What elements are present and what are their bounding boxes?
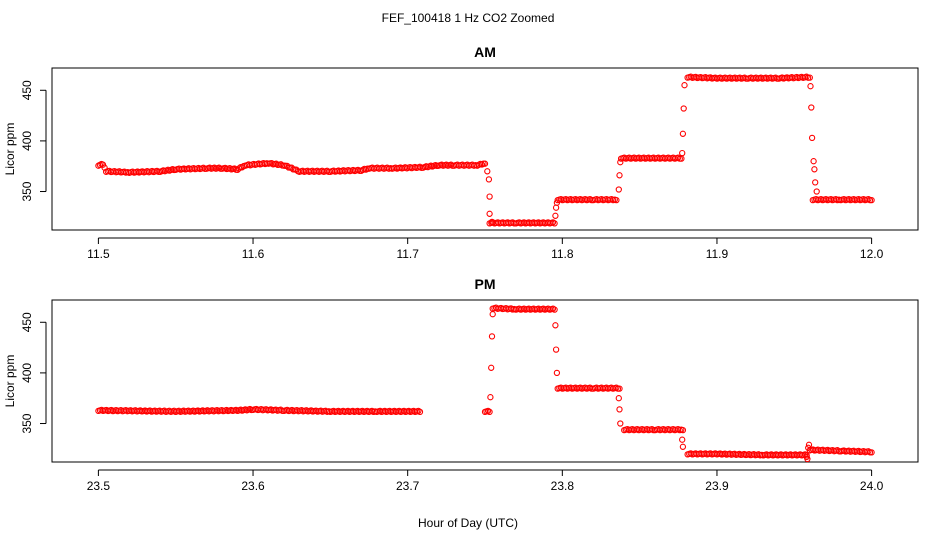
am-data-point bbox=[806, 74, 813, 81]
am-data-point bbox=[613, 196, 620, 204]
am-transition-point bbox=[485, 176, 493, 183]
am-transition-point bbox=[681, 82, 688, 89]
am-transition-point bbox=[808, 104, 815, 111]
pm-panel-title: PM bbox=[475, 276, 496, 292]
am-data-point bbox=[868, 196, 875, 204]
pm-transition-point bbox=[487, 394, 494, 401]
am-x-axis: 11.5 11.6 11.7 11.8 11.9 12.0 bbox=[87, 237, 884, 261]
pm-y-tick-label: 450 bbox=[20, 312, 34, 332]
pm-transition-point bbox=[552, 322, 559, 329]
am-transition-point bbox=[553, 199, 561, 206]
pm-points bbox=[95, 304, 875, 463]
am-transition-point bbox=[813, 188, 820, 195]
am-data-point bbox=[235, 165, 243, 172]
am-x-tick-label: 11.9 bbox=[706, 247, 729, 261]
am-transition-point bbox=[679, 130, 687, 137]
pm-x-tick-label: 24.0 bbox=[860, 479, 884, 493]
pm-transition-point bbox=[488, 364, 495, 371]
am-transition-point bbox=[807, 83, 814, 90]
am-data-point bbox=[222, 164, 229, 172]
pm-transition-point bbox=[617, 420, 624, 427]
am-transition-point bbox=[617, 159, 624, 166]
pm-transition-point bbox=[552, 346, 560, 353]
pm-data-point bbox=[868, 449, 875, 456]
am-y-axis: 350 400 450 bbox=[20, 80, 47, 202]
am-transition-point bbox=[615, 186, 622, 193]
pm-transition-point bbox=[616, 406, 623, 413]
am-transition-point bbox=[616, 172, 623, 179]
am-y-axis-label: Licor ppm bbox=[3, 123, 17, 176]
pm-data-point bbox=[551, 306, 558, 313]
pm-y-axis: 350 400 450 bbox=[20, 312, 47, 434]
am-x-tick-label: 12.0 bbox=[860, 247, 884, 261]
am-transition-point bbox=[810, 158, 817, 165]
am-y-tick-label: 400 bbox=[20, 131, 34, 151]
am-transition-point bbox=[552, 212, 559, 219]
pm-transition-point bbox=[553, 369, 561, 377]
pm-data-point bbox=[679, 426, 687, 434]
am-y-tick-label: 350 bbox=[20, 181, 34, 201]
am-y-tick-label: 450 bbox=[20, 80, 34, 100]
pm-data-point bbox=[616, 385, 623, 392]
am-plot-frame bbox=[51, 67, 919, 231]
figure-title: FEF_100418 1 Hz CO2 Zoomed bbox=[382, 11, 555, 25]
am-transition-point bbox=[679, 149, 686, 157]
pm-transition-point bbox=[489, 311, 496, 318]
pm-x-tick-label: 23.7 bbox=[396, 479, 420, 493]
pm-data-point bbox=[486, 408, 493, 416]
am-x-tick-label: 11.5 bbox=[87, 247, 110, 261]
am-transition-point bbox=[680, 105, 687, 112]
am-data-point bbox=[551, 220, 558, 227]
am-data-point bbox=[231, 165, 238, 172]
pm-y-axis-label: Licor ppm bbox=[3, 355, 17, 408]
am-transition-point bbox=[484, 168, 491, 175]
pm-x-tick-label: 23.8 bbox=[551, 479, 575, 493]
pm-transition-point bbox=[679, 443, 687, 450]
am-transition-point bbox=[488, 218, 496, 226]
am-points bbox=[95, 73, 875, 227]
pm-y-tick-label: 400 bbox=[20, 363, 34, 383]
am-panel-title: AM bbox=[474, 44, 496, 60]
am-transition-point bbox=[486, 193, 493, 200]
am-x-tick-label: 11.7 bbox=[396, 247, 419, 261]
am-data-point bbox=[101, 164, 108, 171]
pm-transition-point bbox=[804, 455, 811, 463]
pm-data-point bbox=[416, 408, 424, 416]
am-x-tick-label: 11.8 bbox=[551, 247, 574, 261]
am-transition-point bbox=[811, 166, 818, 173]
pm-transition-point bbox=[615, 395, 622, 402]
pm-x-tick-label: 23.9 bbox=[705, 479, 729, 493]
pm-x-tick-label: 23.6 bbox=[241, 479, 265, 493]
am-transition-point bbox=[486, 210, 493, 217]
pm-transition-point bbox=[679, 436, 686, 443]
am-transition-point bbox=[808, 134, 816, 142]
pm-transition-point bbox=[805, 444, 812, 451]
x-axis-label: Hour of Day (UTC) bbox=[418, 516, 518, 530]
pm-transition-point bbox=[805, 441, 813, 448]
am-transition-point bbox=[552, 204, 560, 211]
am-x-tick-label: 11.6 bbox=[242, 247, 265, 261]
pm-plot-frame bbox=[51, 299, 919, 463]
am-transition-point bbox=[812, 179, 819, 186]
pm-transition-point bbox=[488, 333, 496, 340]
am-data-point bbox=[481, 160, 489, 167]
pm-x-axis: 23.5 23.6 23.7 23.8 23.9 24.0 bbox=[87, 469, 884, 493]
am-panel: AM 11.5 11.6 11.7 11.8 11.9 12.0 350 400 450 Li… bbox=[3, 44, 919, 261]
am-data-point bbox=[99, 161, 107, 168]
pm-y-tick-label: 350 bbox=[20, 413, 34, 433]
pm-x-tick-label: 23.5 bbox=[87, 479, 111, 493]
pm-panel: PM 23.5 23.6 23.7 23.8 23.9 24.0 350 400 450 Li… bbox=[3, 276, 919, 493]
